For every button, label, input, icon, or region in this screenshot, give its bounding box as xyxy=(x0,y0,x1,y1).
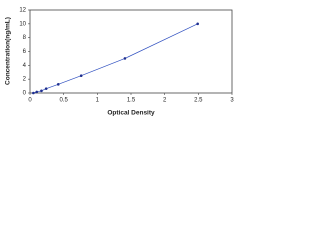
data-point xyxy=(32,91,35,95)
data-point xyxy=(79,74,83,78)
y-tick-label: 6 xyxy=(23,49,27,55)
y-tick-label: 4 xyxy=(23,63,27,69)
data-point xyxy=(123,57,127,60)
x-tick-label: 0 xyxy=(28,98,32,104)
data-point xyxy=(196,22,199,26)
x-tick-label: 2.5 xyxy=(194,98,203,104)
plot-frame xyxy=(29,9,233,94)
x-tick-label: 1.5 xyxy=(127,98,136,104)
data-point xyxy=(44,87,48,90)
series-line xyxy=(33,23,198,94)
y-tick-label: 0 xyxy=(23,91,27,97)
chart: Optical Density Concentration(ng/mL) 0 2 4… xyxy=(5,8,235,117)
x-tick-label: 0.5 xyxy=(59,98,68,104)
x-tick-label: 1 xyxy=(96,98,100,104)
data-point xyxy=(35,90,39,94)
x-tick-label: 3 xyxy=(230,98,234,104)
x-axis-title: Optical Density xyxy=(107,110,155,117)
y-tick-label: 12 xyxy=(19,8,26,14)
data-point xyxy=(56,83,60,86)
x-tick-label: 2 xyxy=(163,98,167,104)
y-axis-title: Concentration(ng/mL) xyxy=(5,17,12,85)
y-tick-label: 10 xyxy=(19,21,26,27)
data-point xyxy=(40,89,43,93)
y-tick-label: 8 xyxy=(23,35,27,41)
y-tick-label: 2 xyxy=(23,77,27,83)
